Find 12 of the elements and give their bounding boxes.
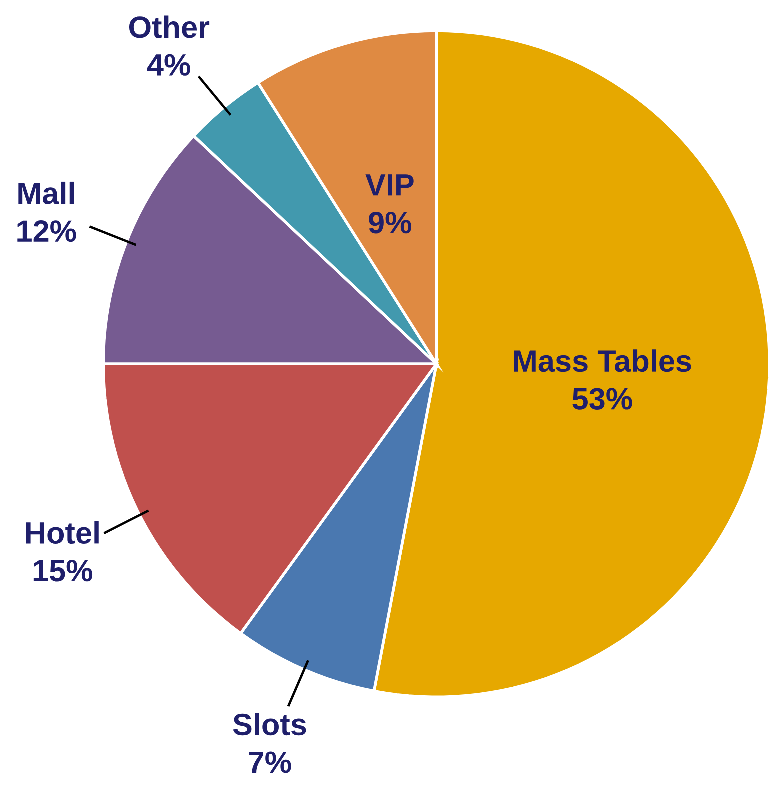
slice-label: Mass Tables	[514, 350, 692, 372]
data-label: 4%	[147, 54, 190, 76]
slice-label: Mall	[18, 182, 74, 204]
data-label: 7%	[249, 752, 292, 774]
slice-label: Other	[129, 16, 210, 38]
slice-label: VIP	[366, 174, 414, 196]
data-label: 53%	[572, 388, 632, 410]
slice-label: Hotel	[26, 521, 99, 544]
data-label: 9%	[368, 212, 412, 234]
data-label: 12%	[18, 220, 76, 242]
slice-label: Slots	[233, 713, 306, 736]
data-label: 15%	[34, 560, 92, 582]
